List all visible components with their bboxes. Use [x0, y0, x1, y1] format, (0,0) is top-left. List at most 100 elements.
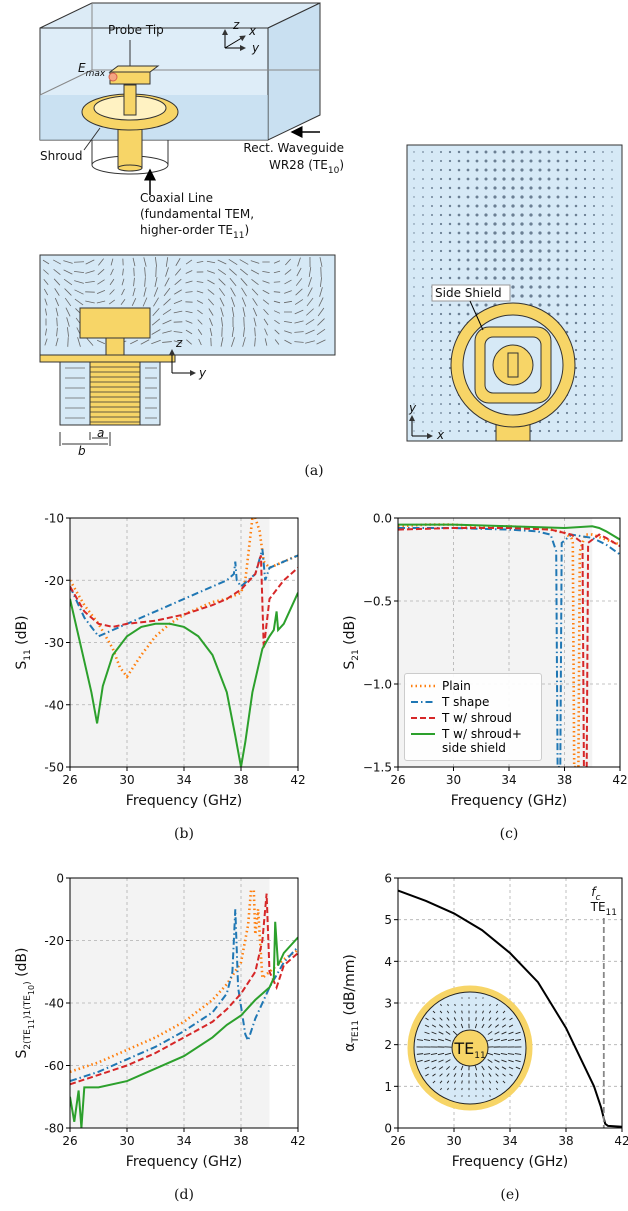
field-dot [556, 240, 560, 244]
field-arrow [174, 289, 182, 295]
field-dot [422, 151, 424, 153]
field-dot [431, 232, 433, 234]
inset-label: TE11 [453, 1039, 485, 1061]
field-dot [457, 321, 461, 325]
field-dot [565, 321, 569, 325]
field-arrow [274, 339, 280, 345]
field-dot [466, 267, 470, 271]
field-dot [583, 186, 587, 190]
field-arrow [74, 298, 84, 306]
field-arrow [439, 1073, 443, 1077]
field-dot [565, 186, 569, 190]
field-dot [439, 186, 443, 190]
field-dot [583, 222, 587, 226]
field-arrow [77, 337, 81, 347]
axes-3d [222, 29, 246, 51]
field-dot [422, 169, 424, 171]
field-dot [611, 241, 613, 243]
field-dot [602, 196, 604, 198]
field-dot [413, 259, 415, 261]
field-arrow [438, 1066, 444, 1070]
field-dot [431, 241, 433, 243]
field-arrow [196, 281, 204, 283]
field-dot [448, 267, 452, 271]
field-arrow [307, 287, 313, 297]
field-arrow [43, 269, 49, 275]
field-arrow [461, 1073, 463, 1077]
field-dot [422, 187, 424, 189]
y-tick-label: -40 [44, 997, 64, 1011]
field-dot [593, 430, 595, 432]
field-dot [475, 267, 479, 271]
field-dot [422, 196, 424, 198]
field-dot [422, 376, 424, 378]
field-dot [529, 159, 533, 163]
field-arrow [438, 1024, 444, 1028]
field-arrow [454, 1087, 456, 1091]
text-part: (dB) [342, 615, 358, 649]
field-dot [448, 150, 452, 154]
field-dot [449, 430, 451, 432]
field-arrow [120, 298, 126, 306]
field-dot [422, 331, 424, 333]
field-dot [439, 168, 443, 172]
field-arrow [217, 259, 227, 265]
field-dot [602, 151, 604, 153]
field-dot [583, 249, 587, 253]
field-arrow [294, 341, 304, 343]
field-arrow [185, 291, 193, 293]
field-dot [466, 168, 470, 172]
field-dot [475, 204, 479, 208]
field-dot [448, 402, 452, 406]
x-tick-label: 34 [176, 773, 191, 787]
field-dot [574, 213, 578, 217]
field-dot [457, 222, 461, 226]
field-dot [520, 231, 524, 235]
field-dot [611, 430, 613, 432]
legend-label: T w/ shroud+ side shield [442, 727, 522, 755]
field-dot [593, 367, 595, 369]
field-dot [440, 376, 442, 378]
field-dot [440, 385, 442, 387]
field-dot [520, 195, 524, 199]
field-arrow [228, 259, 238, 265]
text-part: 21 [351, 649, 361, 660]
field-arrow [308, 267, 312, 277]
field-dot [565, 159, 569, 163]
data-line [70, 893, 298, 1086]
field-arrow [439, 1017, 443, 1021]
field-dot [422, 304, 424, 306]
field-dot [439, 312, 443, 316]
field-dot [583, 312, 587, 316]
field-arrow [110, 268, 114, 276]
field-dot [448, 186, 452, 190]
field-dot [422, 277, 424, 279]
field-arrow [439, 1087, 443, 1091]
field-arrow [197, 329, 203, 335]
field-dot [413, 394, 415, 396]
field-dot [413, 295, 415, 297]
y-tick-label: -50 [44, 761, 64, 775]
field-arrow [163, 298, 171, 306]
x-tick-label: 42 [612, 773, 627, 787]
field-dot [538, 231, 542, 235]
field-arrow [437, 1052, 445, 1056]
field-dot [547, 159, 551, 163]
field-arrow [197, 309, 203, 315]
field-dot [565, 285, 569, 289]
field-dot [574, 411, 578, 415]
field-dot [593, 358, 595, 360]
field-arrow [283, 320, 293, 324]
field-arrow [432, 1010, 436, 1014]
field-dot [602, 259, 604, 261]
field-dot [520, 177, 524, 181]
field-arrow [487, 1038, 493, 1042]
field-arrow [197, 319, 203, 325]
field-dot [611, 394, 613, 396]
field-dot [538, 240, 542, 244]
field-arrow [432, 1073, 436, 1077]
x-tick-label: 34 [502, 1134, 517, 1148]
field-arrow [240, 278, 248, 286]
text-part: 10 [27, 985, 36, 995]
field-dot [484, 222, 488, 226]
